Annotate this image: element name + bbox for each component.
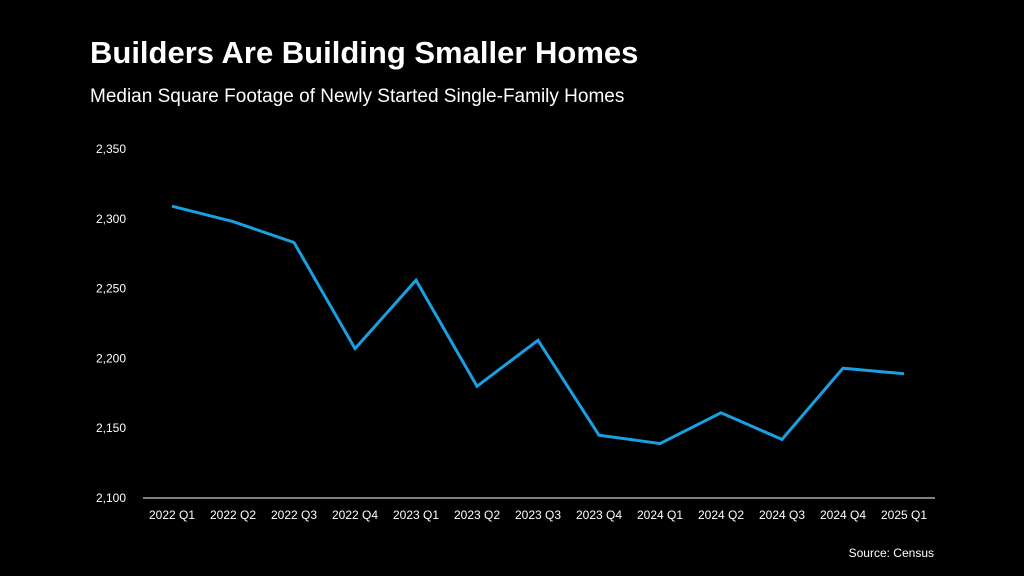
x-tick-label: 2023 Q4 (576, 508, 622, 522)
x-tick-label: 2024 Q1 (637, 508, 683, 522)
x-tick-label: 2023 Q1 (393, 508, 439, 522)
x-tick-label: 2024 Q2 (698, 508, 744, 522)
y-tick-label: 2,350 (96, 142, 126, 156)
x-tick-label: 2023 Q2 (454, 508, 500, 522)
y-tick-label: 2,250 (96, 282, 126, 296)
x-tick-label: 2025 Q1 (881, 508, 927, 522)
series-line (171, 204, 905, 446)
x-axis: 2022 Q1 2022 Q2 2022 Q3 2022 Q4 2023 Q1 2023 … (149, 508, 927, 522)
chart-title: Builders Are Building Smaller Homes (90, 35, 639, 70)
y-tick-label: 2,200 (96, 351, 126, 365)
x-tick-label: 2022 Q2 (210, 508, 256, 522)
source-note: Source: Census (848, 546, 934, 560)
y-tick-label: 2,150 (96, 421, 126, 435)
x-tick-label: 2022 Q4 (332, 508, 378, 522)
y-tick-label: 2,100 (96, 491, 126, 505)
x-tick-label: 2024 Q4 (820, 508, 866, 522)
y-tick-label: 2,300 (96, 212, 126, 226)
chart-subtitle: Median Square Footage of Newly Started S… (90, 86, 625, 107)
x-tick-label: 2023 Q3 (515, 508, 561, 522)
x-tick-label: 2022 Q1 (149, 508, 195, 522)
x-tick-label: 2024 Q3 (759, 508, 805, 522)
y-axis: 2,100 2,150 2,200 2,250 2,300 2,350 (96, 142, 126, 505)
x-tick-label: 2022 Q3 (271, 508, 317, 522)
